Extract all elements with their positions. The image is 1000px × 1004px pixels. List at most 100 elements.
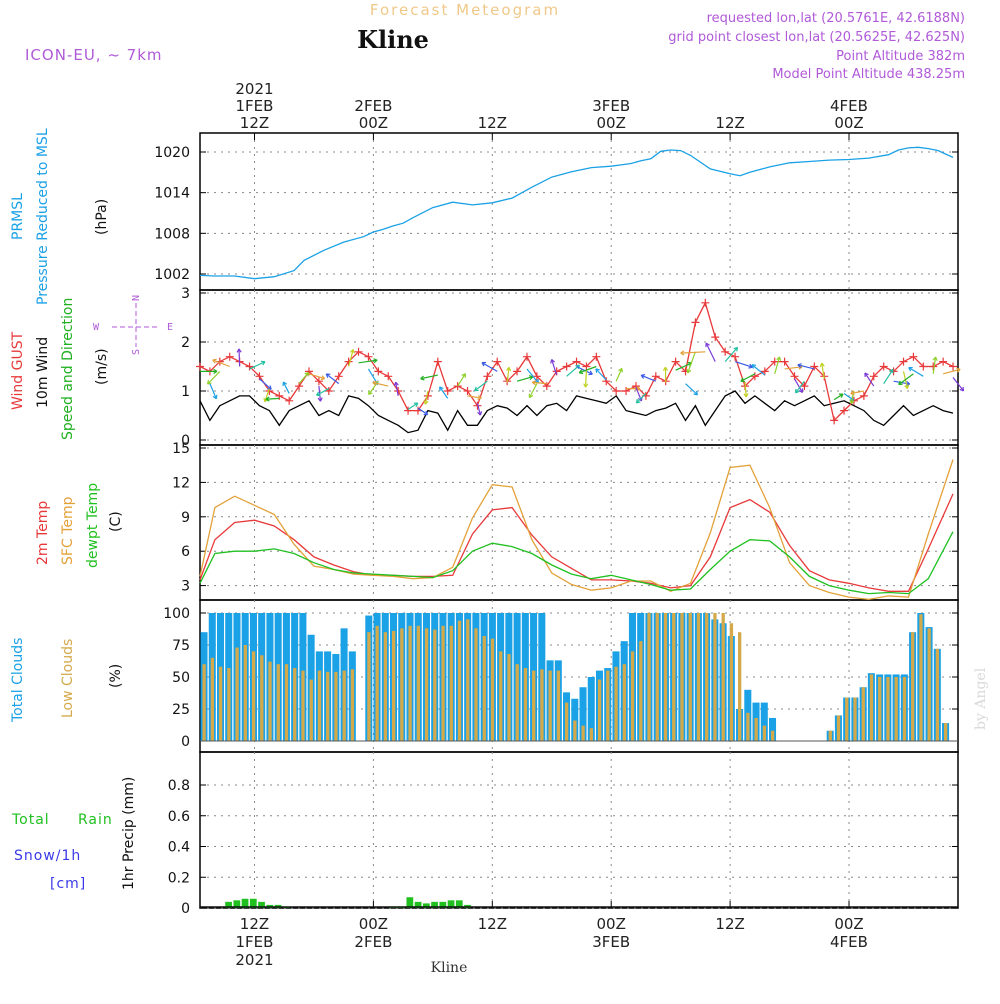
low-cloud-bar xyxy=(944,723,947,741)
low-cloud-bar xyxy=(540,669,543,741)
low-cloud-bar xyxy=(573,721,576,741)
low-cloud-bar xyxy=(763,726,766,741)
plot-area: 100210081014102001233691215025507510000.… xyxy=(154,80,963,969)
low-cloud-bar xyxy=(334,672,337,741)
low-cloud-bar xyxy=(343,671,346,741)
bottom-time-label: 2021 xyxy=(235,951,273,969)
temp-ytick-label: 3 xyxy=(181,579,190,595)
wind-ytick-label: 3 xyxy=(181,286,190,302)
precip-ytick-label: 0 xyxy=(181,901,190,917)
gust-marker xyxy=(285,397,293,405)
wind10m-line xyxy=(200,391,953,433)
bottom-time-label: 4FEB xyxy=(830,933,868,951)
gust-marker xyxy=(483,372,491,380)
wind-direction-arrow xyxy=(596,369,606,380)
wind-direction-arrow xyxy=(239,349,240,367)
low-cloud-bar xyxy=(565,703,568,741)
footer-location: Kline xyxy=(431,960,468,976)
low-cloud-bar xyxy=(903,677,906,741)
wind-direction-arrow xyxy=(706,343,715,362)
precip-ytick-label: 0.6 xyxy=(168,809,190,825)
gust-marker xyxy=(701,299,709,307)
speed-direction-label: Speed and Direction xyxy=(60,298,76,440)
low-cloud-bar xyxy=(458,621,461,741)
temp-ytick-label: 12 xyxy=(172,475,190,491)
wind-gust-label: Wind GUST xyxy=(10,331,26,410)
pressure-ytick-label: 1020 xyxy=(154,145,190,161)
low-clouds-label: Low Clouds xyxy=(60,639,76,718)
total-label: Total xyxy=(11,812,50,828)
gust-marker xyxy=(949,363,957,371)
bottom-time-label: 3FEB xyxy=(592,933,630,951)
wind-direction-arrow xyxy=(259,379,271,390)
wind-direction-arrow xyxy=(636,393,645,402)
rain-label: Rain xyxy=(78,812,113,828)
low-cloud-bar xyxy=(367,632,370,741)
low-cloud-bar xyxy=(301,671,304,741)
low-cloud-bar xyxy=(845,697,848,741)
total-clouds-label: Total Clouds xyxy=(10,638,26,723)
wind10m-label: 10m Wind xyxy=(35,337,51,408)
low-cloud-bar xyxy=(730,623,733,741)
gust-marker xyxy=(563,363,571,371)
bottom-time-label: 00Z xyxy=(834,915,863,933)
low-cloud-bar xyxy=(260,655,263,741)
low-cloud-bar xyxy=(524,668,527,741)
low-cloud-bar xyxy=(507,654,510,741)
low-cloud-bar xyxy=(532,671,535,741)
wind-direction-arrow xyxy=(884,369,893,383)
low-cloud-bar xyxy=(829,731,832,741)
low-cloud-bar xyxy=(219,667,222,741)
precip-panel-frame xyxy=(200,752,958,908)
low-cloud-bar xyxy=(474,628,477,741)
gust-marker xyxy=(226,353,234,361)
low-cloud-bar xyxy=(285,664,288,741)
wind-direction-arrow xyxy=(299,372,308,383)
temp-labels: 2m Temp SFC Temp dewpt Temp (C) xyxy=(35,483,124,568)
low-cloud-bar xyxy=(483,636,486,741)
low-cloud-bar xyxy=(268,662,271,741)
gust-marker xyxy=(573,358,581,366)
wind-direction-arrow xyxy=(475,381,488,391)
low-cloud-bar xyxy=(722,613,725,741)
low-cloud-bar xyxy=(738,632,741,741)
low-cloud-bar xyxy=(277,664,280,741)
top-time-label: 2FEB xyxy=(354,97,392,115)
t2m-line xyxy=(200,494,953,591)
low-cloud-bar xyxy=(936,649,939,741)
bottom-time-label: 2FEB xyxy=(354,933,392,951)
gust-marker xyxy=(721,348,729,356)
dewpoint-line xyxy=(200,532,953,594)
bottom-time-label: 12Z xyxy=(240,915,269,933)
top-time-label: 00Z xyxy=(597,114,626,132)
low-cloud-bar xyxy=(293,668,296,741)
low-cloud-bar xyxy=(581,726,584,741)
low-cloud-bar xyxy=(417,626,420,741)
compass-w: W xyxy=(93,322,100,333)
low-cloud-bar xyxy=(425,628,428,741)
compass-e: E xyxy=(167,322,173,333)
low-cloud-bar xyxy=(326,672,329,741)
pressure-msl-label: Pressure Reduced to MSL xyxy=(35,128,51,305)
low-cloud-bar xyxy=(400,628,403,741)
gust-marker xyxy=(711,333,719,341)
temp-ytick-label: 15 xyxy=(172,441,190,457)
top-time-label: 12Z xyxy=(240,114,269,132)
gust-marker xyxy=(434,358,442,366)
low-cloud-bar xyxy=(911,632,914,741)
low-cloud-bar xyxy=(450,626,453,741)
gust-marker xyxy=(523,353,531,361)
pressure-ytick-label: 1002 xyxy=(154,267,190,283)
low-cloud-bar xyxy=(862,687,865,741)
low-cloud-bar xyxy=(252,651,255,741)
bottom-time-label: 12Z xyxy=(478,915,507,933)
bottom-time-label: 12Z xyxy=(715,915,744,933)
low-cloud-bar xyxy=(318,671,321,741)
wind-direction-arrow xyxy=(681,352,706,353)
compass-icon: N S W E xyxy=(93,295,173,355)
low-cloud-bar xyxy=(310,680,313,741)
sfc-temp-line xyxy=(200,460,953,600)
low-cloud-bar xyxy=(433,630,436,741)
cloud-labels: Total Clouds Low Clouds (%) xyxy=(10,638,124,723)
